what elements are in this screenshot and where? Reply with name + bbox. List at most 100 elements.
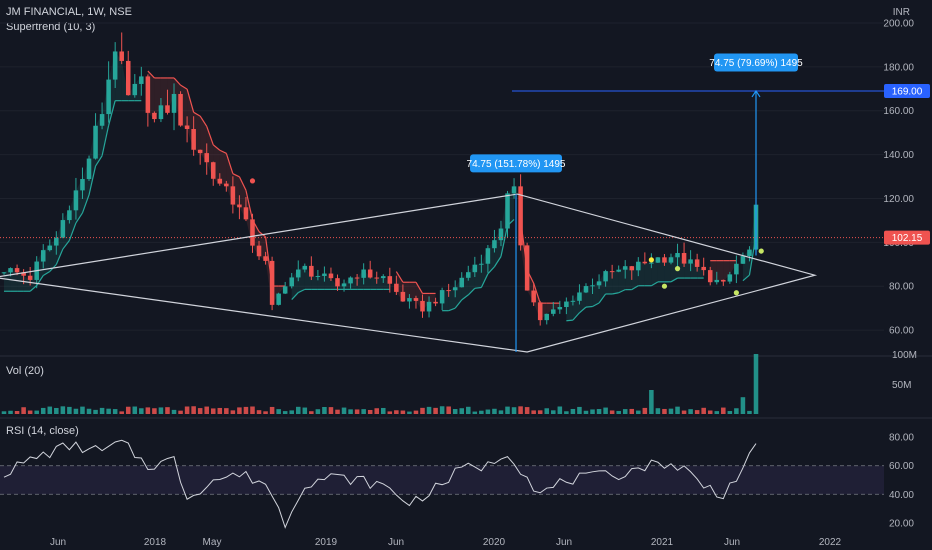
price-tick-label: 160.00: [883, 106, 914, 117]
supertrend-line: [487, 266, 495, 275]
volume-bar: [537, 410, 543, 414]
volume-bar: [446, 406, 451, 414]
candle-body: [21, 272, 26, 276]
volume-bar: [603, 407, 608, 414]
candle-body: [237, 204, 242, 208]
price-tick-label: 180.00: [883, 62, 914, 73]
supertrend-line: [670, 277, 678, 283]
volume-bar: [485, 409, 491, 414]
candle-body: [420, 300, 425, 312]
volume-bar: [67, 406, 72, 414]
time-tick-label: 2022: [819, 537, 842, 548]
candle-body: [688, 259, 693, 264]
volume-bar: [282, 411, 288, 414]
supertrend-line: [101, 125, 110, 156]
supertrend-label[interactable]: Supertrend (10, 3): [6, 21, 96, 33]
supertrend-shade: [409, 282, 416, 301]
candle-body: [224, 183, 229, 187]
volume-bar: [210, 408, 216, 414]
volume-bar: [243, 406, 249, 414]
candle-body: [250, 219, 255, 246]
candle-body: [570, 300, 576, 302]
volume-bar: [577, 406, 582, 414]
candle-body: [165, 105, 170, 113]
volume-bar: [622, 409, 628, 414]
supertrend-line: [206, 126, 214, 146]
supertrend-shade: [553, 303, 560, 310]
candle-body: [727, 274, 733, 282]
volume-bar: [701, 407, 706, 414]
volume-bar: [609, 410, 615, 414]
supertrend-line: [147, 70, 155, 79]
volume-bar: [224, 408, 229, 414]
candle-body: [655, 257, 661, 263]
candle-body: [171, 93, 177, 113]
signal-dot: [661, 283, 668, 289]
measure-label: 74.75 (151.78%) 1495: [467, 159, 566, 170]
volume-bar: [740, 397, 746, 414]
volume-bar: [73, 408, 79, 414]
candle-body: [452, 287, 458, 291]
supertrend-shade: [304, 265, 312, 290]
volume-bar: [394, 410, 399, 414]
volume-bar: [524, 407, 530, 414]
volume-bar: [289, 410, 294, 414]
volume-bar: [466, 406, 471, 414]
volume-bar: [472, 411, 478, 414]
signal-dot: [674, 266, 681, 272]
rsi-label[interactable]: RSI (14, close): [6, 425, 79, 437]
candles: [1, 32, 759, 326]
volume-bar: [374, 408, 379, 414]
volume-bar: [636, 410, 641, 414]
volume-bar: [747, 410, 752, 414]
candle-body: [178, 93, 183, 126]
candle-body: [662, 257, 667, 263]
supertrend-shade: [154, 77, 161, 120]
volume-bar: [295, 406, 301, 414]
candle-body: [348, 277, 353, 284]
supertrend-line: [291, 292, 299, 300]
volume-bar: [322, 406, 327, 414]
measure-badge: [470, 154, 563, 173]
volume-bar: [649, 390, 654, 414]
rsi-tick-label: 20.00: [889, 518, 914, 529]
volume-bar: [171, 409, 177, 414]
candle-body: [73, 190, 79, 211]
supertrend-shade: [219, 150, 227, 187]
volume-bar: [158, 407, 164, 414]
candle-body: [145, 76, 151, 113]
volume-bar: [145, 407, 151, 414]
volume-bar: [204, 406, 209, 414]
volume-bar: [217, 407, 223, 414]
measure-label: 74.75 (79.69%) 1495: [709, 58, 803, 69]
volume-bar: [570, 408, 576, 414]
supertrend-line: [180, 84, 188, 90]
candle-body: [524, 245, 530, 291]
signal-dot: [758, 248, 764, 254]
signal-dot: [648, 257, 654, 263]
candle-body: [485, 248, 491, 264]
candle-body: [40, 250, 46, 262]
supertrend-line: [88, 165, 97, 196]
volume-label[interactable]: Vol (20): [6, 365, 44, 377]
supertrend-line: [245, 190, 254, 220]
supertrend-line: [742, 274, 750, 282]
target-price-label: 169.00: [892, 86, 923, 97]
volume-bar: [511, 407, 517, 414]
candle-body: [387, 276, 393, 284]
volume-bar: [99, 407, 105, 414]
candle-body: [106, 79, 111, 115]
supertrend-line: [395, 271, 404, 283]
currency-label: INR: [893, 7, 910, 18]
supertrend-shade: [448, 287, 456, 311]
volume-bar: [400, 410, 406, 414]
candle-body: [367, 269, 373, 278]
volume-bar: [269, 406, 275, 414]
volume-bar: [263, 411, 268, 414]
supertrend-shade: [644, 262, 652, 286]
volume-bar: [256, 410, 262, 414]
candle-body: [381, 276, 386, 279]
time-tick-label: 2018: [144, 537, 167, 548]
supertrend-shade: [690, 259, 698, 279]
